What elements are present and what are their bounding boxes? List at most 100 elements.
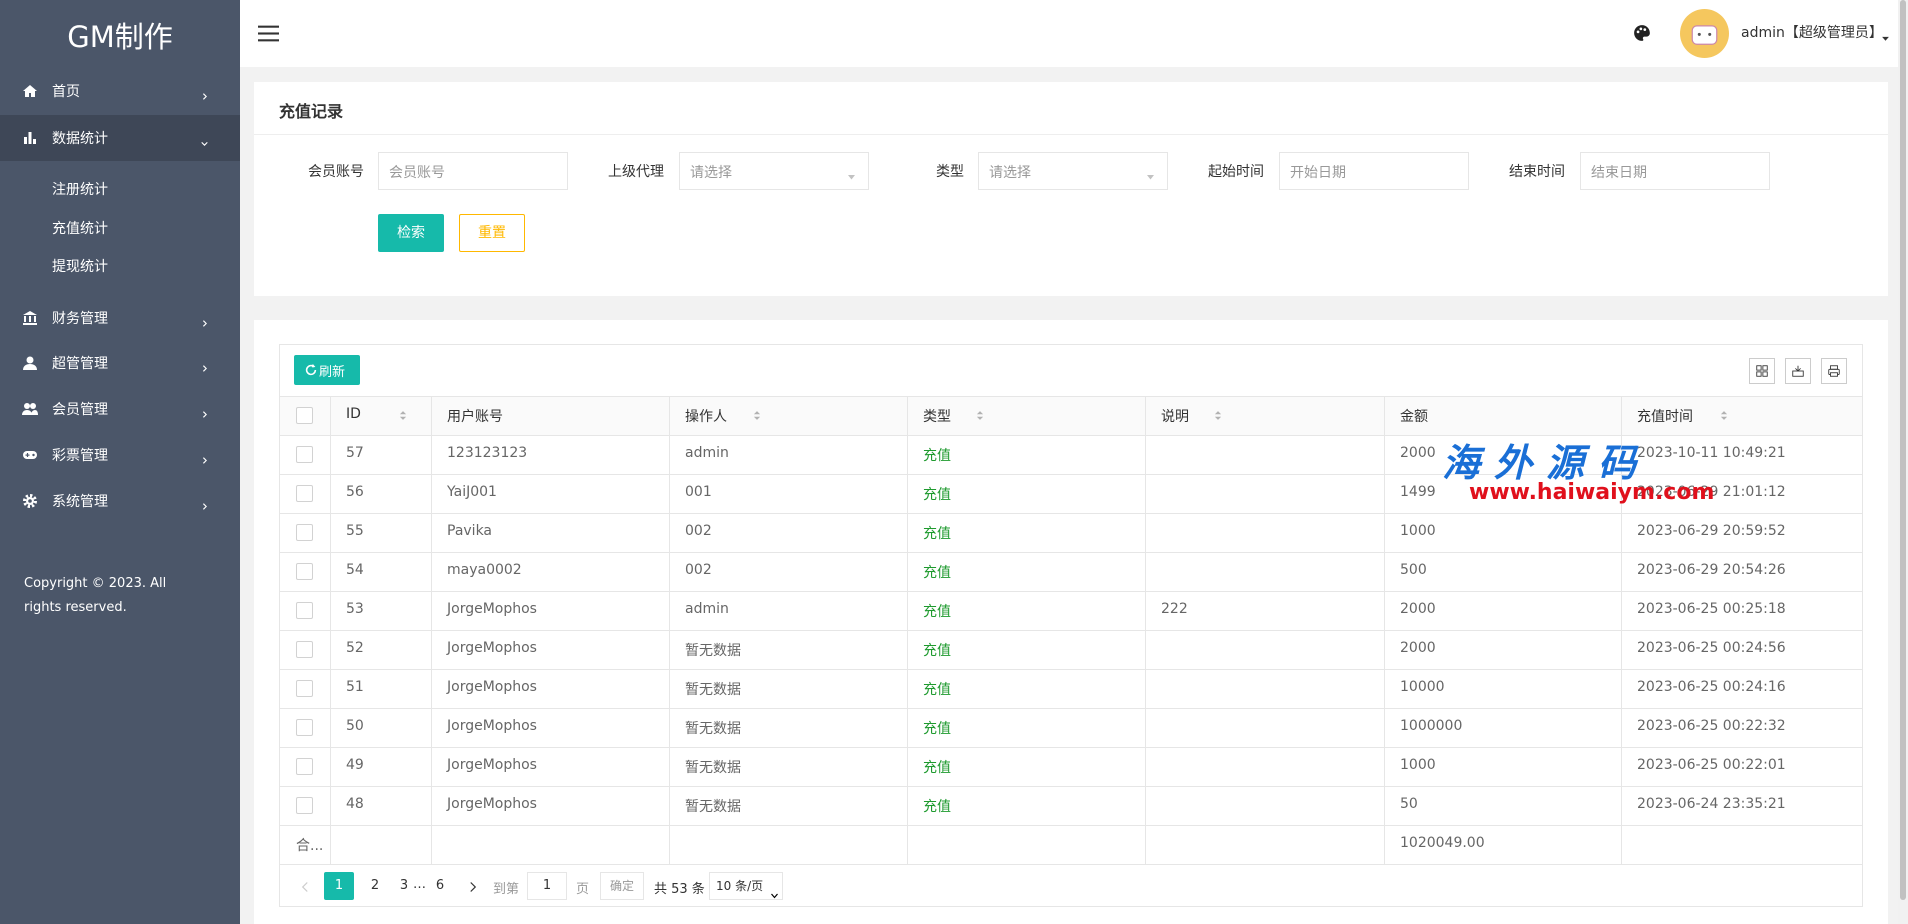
checkbox[interactable]: [296, 602, 313, 619]
menu-arrow-svg: [201, 141, 208, 146]
menu-item[interactable]: 会员管理: [0, 386, 240, 432]
theme-icon[interactable]: [1633, 24, 1651, 42]
select-caret-svg: [848, 175, 855, 180]
column-header[interactable]: 说明: [1161, 409, 1189, 425]
row-line: [280, 552, 1862, 553]
select-caret: [770, 883, 779, 899]
page-number[interactable]: 6: [435, 878, 445, 893]
checkbox[interactable]: [296, 641, 313, 658]
checkbox[interactable]: [296, 446, 313, 463]
cell-type: 充值: [923, 448, 951, 464]
cell-id: 50: [346, 718, 364, 734]
cell-time: 2023-06-25 00:22:32: [1637, 718, 1786, 734]
menu-arrow-svg: [202, 457, 207, 464]
table-header-bg: [280, 396, 1862, 435]
cell-operator: admin: [685, 445, 729, 461]
goto-label: 到第: [493, 882, 520, 897]
menu-icon: [22, 130, 38, 146]
column-header[interactable]: 充值时间: [1637, 409, 1693, 425]
checkbox[interactable]: [296, 797, 313, 814]
menu-toggle[interactable]: [258, 23, 279, 44]
user-name[interactable]: admin【超级管理员】: [1741, 25, 1883, 41]
column-header[interactable]: 操作人: [685, 409, 727, 425]
sort-arrows[interactable]: [752, 408, 762, 423]
placeholder: 会员账号: [389, 165, 445, 181]
toolbar-icon[interactable]: [1749, 358, 1775, 384]
menu-label: 首页: [52, 84, 80, 100]
checkbox[interactable]: [296, 524, 313, 541]
column-header: 金额: [1400, 409, 1428, 425]
search-button[interactable]: 检索: [378, 214, 444, 252]
menu-item[interactable]: 数据统计: [0, 115, 240, 161]
select-box[interactable]: 请选择: [679, 152, 869, 190]
text-input[interactable]: 开始日期: [1279, 152, 1469, 190]
checkbox[interactable]: [296, 719, 313, 736]
reset-button[interactable]: 重置: [459, 214, 525, 252]
sort-arrows[interactable]: [975, 408, 985, 423]
toolbar-icon[interactable]: [1785, 358, 1811, 384]
cell-id: 52: [346, 640, 364, 656]
cell-account: JorgeMophos: [447, 796, 537, 812]
cell-account: maya0002: [447, 562, 522, 578]
page-size-select[interactable]: 10 条/页: [709, 872, 783, 900]
checkbox[interactable]: [296, 407, 313, 424]
confirm-button[interactable]: 确定: [600, 872, 644, 900]
prev-page[interactable]: [299, 879, 311, 892]
sort-arrows[interactable]: [398, 408, 408, 423]
sort-arrows[interactable]: [1213, 408, 1223, 423]
submenu-item[interactable]: 充值统计: [52, 221, 108, 237]
checkbox[interactable]: [296, 485, 313, 502]
col-line: [669, 396, 670, 864]
select-caret-svg: [1147, 175, 1154, 180]
submenu-item[interactable]: 提现统计: [52, 259, 108, 275]
row-line: [280, 591, 1862, 592]
avatar[interactable]: [1680, 9, 1729, 58]
cell-note: 222: [1161, 601, 1188, 617]
menu-item[interactable]: 财务管理: [0, 295, 240, 341]
column-header[interactable]: 类型: [923, 409, 951, 425]
column-header[interactable]: ID: [346, 406, 361, 422]
page-number[interactable]: 3: [399, 878, 409, 893]
cell-id: 53: [346, 601, 364, 617]
menu-arrow-svg: [202, 411, 207, 418]
text-input[interactable]: 结束日期: [1580, 152, 1770, 190]
row-line: [280, 864, 1862, 865]
menu-label: 财务管理: [52, 311, 108, 327]
menu-item[interactable]: 系统管理: [0, 478, 240, 524]
menu-item[interactable]: 首页: [0, 68, 240, 114]
next-page[interactable]: [467, 879, 479, 892]
cell-id: 56: [346, 484, 364, 500]
select-box[interactable]: 请选择: [978, 152, 1168, 190]
menu-item[interactable]: 超管管理: [0, 340, 240, 386]
cell-time: 2023-06-29 20:54:26: [1637, 562, 1786, 578]
page-ellipsis: …: [413, 877, 426, 892]
toolbar-icon-svg: [1756, 365, 1768, 377]
placeholder: 请选择: [989, 165, 1031, 181]
menu-icon: [22, 493, 38, 509]
checkbox[interactable]: [296, 680, 313, 697]
submenu-item[interactable]: 注册统计: [52, 182, 108, 198]
menu-icon: [22, 401, 38, 417]
cell-account: JorgeMophos: [447, 718, 537, 734]
sort-arrows-svg: [753, 411, 761, 420]
refresh-button[interactable]: 刷新: [294, 355, 360, 385]
menu-icon: [22, 83, 38, 99]
menu-item[interactable]: 彩票管理: [0, 432, 240, 478]
text-input[interactable]: 会员账号: [378, 152, 568, 190]
cell-amount: 1000: [1400, 757, 1436, 773]
col-line: [907, 396, 908, 864]
toolbar-icon[interactable]: [1821, 358, 1847, 384]
page-number[interactable]: 1: [324, 872, 354, 900]
page-number[interactable]: 2: [370, 878, 380, 893]
menu-label: 系统管理: [52, 494, 108, 510]
cell-time: 2023-06-24 23:35:21: [1637, 796, 1786, 812]
theme-icon-svg: [1634, 25, 1650, 41]
checkbox[interactable]: [296, 758, 313, 775]
checkbox[interactable]: [296, 563, 313, 580]
menu-icon-svg: [22, 403, 38, 415]
sort-arrows[interactable]: [1719, 408, 1729, 423]
goto-input[interactable]: 1: [527, 872, 567, 900]
cell-operator: 暂无数据: [685, 760, 741, 776]
menu-icon: [22, 310, 38, 326]
